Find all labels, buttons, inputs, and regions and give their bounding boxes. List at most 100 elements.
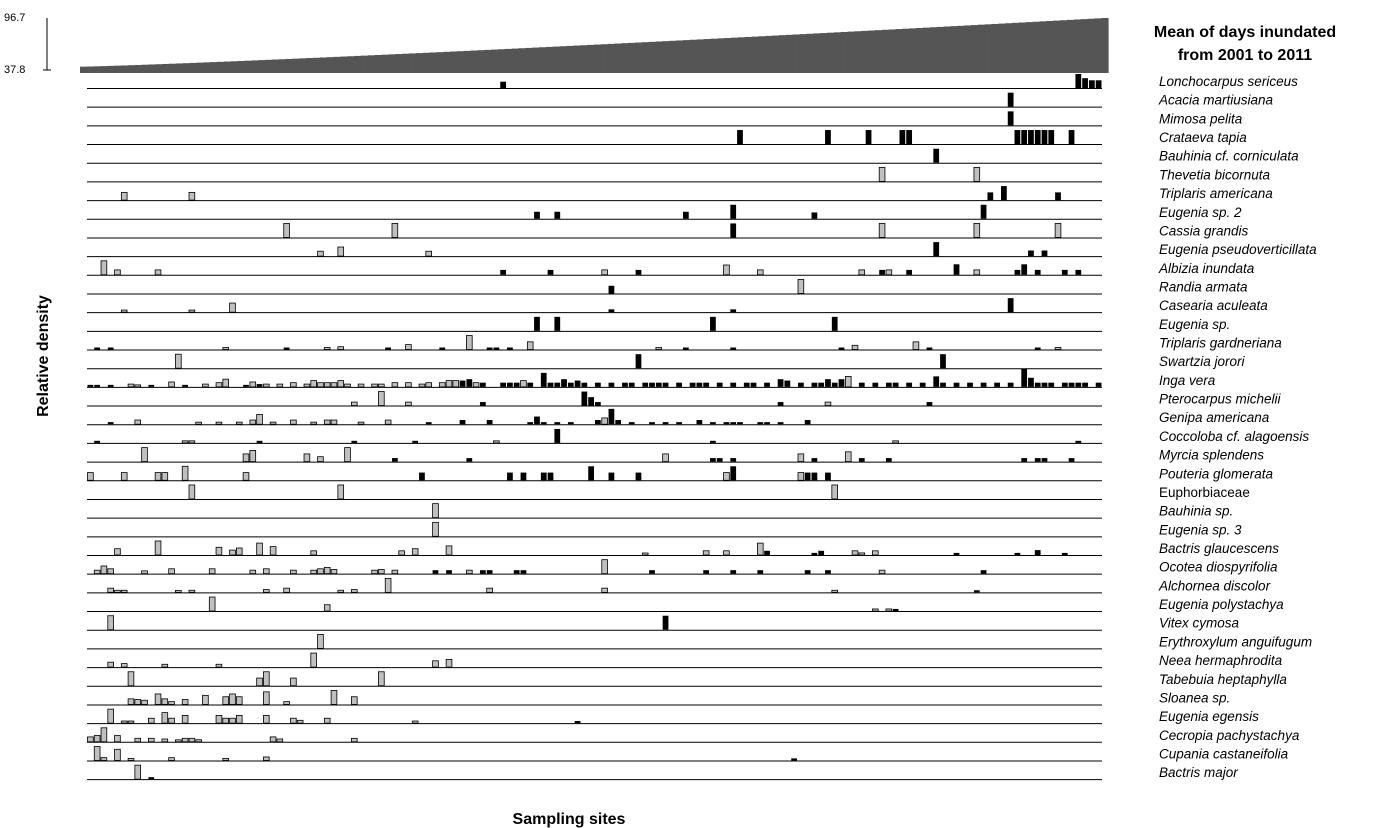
- density-bar: [195, 421, 202, 425]
- density-bar: [1095, 80, 1102, 88]
- density-bar: [310, 380, 317, 388]
- density-bar: [202, 383, 209, 388]
- density-bar: [710, 316, 716, 331]
- density-bar: [330, 419, 338, 425]
- density-bar: [337, 346, 345, 350]
- density-bar: [479, 402, 486, 406]
- density-bar: [1082, 382, 1088, 387]
- inundation-step: [1087, 18, 1095, 73]
- inundation-step: [285, 58, 294, 73]
- inundation-step: [402, 53, 410, 73]
- density-bar: [885, 382, 892, 387]
- density-bar: [411, 548, 419, 556]
- density-bar: [608, 285, 615, 294]
- inundation-step: [861, 30, 869, 73]
- species-row: Alchornea discolor: [87, 577, 1271, 594]
- density-bar: [838, 347, 845, 350]
- density-bar: [1061, 382, 1068, 387]
- density-bar: [696, 382, 703, 387]
- inundation-step: [648, 41, 657, 73]
- inundation-step: [683, 40, 691, 73]
- density-bar: [290, 717, 297, 724]
- density-bar: [154, 693, 162, 705]
- inundation-step: [408, 53, 417, 73]
- species-label: Neea hermaphrodita: [1159, 653, 1283, 668]
- species-row: Crataeva tapia: [87, 130, 1247, 146]
- density-bar: [1041, 250, 1048, 257]
- density-bar: [486, 570, 493, 574]
- density-bar: [608, 472, 615, 481]
- inundation-step: [532, 47, 540, 73]
- density-bar: [93, 569, 101, 575]
- density-bar: [601, 559, 608, 575]
- inundation-step: [374, 54, 383, 73]
- density-bar: [973, 166, 981, 182]
- density-bar: [168, 381, 175, 388]
- density-bar: [1041, 130, 1048, 145]
- density-bar: [899, 130, 906, 145]
- species-label: Genipa americana: [1159, 410, 1270, 425]
- species-row: Myrcia splendens: [87, 447, 1264, 463]
- inundation-step: [388, 54, 396, 73]
- inundation-step: [1101, 18, 1109, 73]
- density-bar: [641, 552, 649, 556]
- species-label: Casearia aculeata: [1159, 298, 1268, 313]
- density-bar: [114, 269, 121, 276]
- inundation-step: [511, 48, 520, 73]
- density-bar: [317, 456, 324, 463]
- density-bar: [134, 737, 142, 743]
- inundation-step: [600, 44, 609, 73]
- density-bar: [154, 269, 162, 276]
- inundation-step: [621, 43, 629, 73]
- density-bar: [554, 316, 561, 331]
- inundation-step: [450, 51, 458, 73]
- species-row: Bactris major: [87, 764, 1238, 781]
- inundation-step: [148, 64, 156, 73]
- inundation-step: [1039, 21, 1047, 73]
- density-bar: [811, 458, 818, 462]
- species-row: Triplaris americana: [87, 186, 1273, 202]
- density-bar: [757, 269, 764, 276]
- density-bar: [1068, 130, 1075, 145]
- density-bar: [466, 569, 473, 575]
- species-label: Triplaris gardneriana: [1159, 336, 1282, 351]
- density-bar: [730, 347, 737, 350]
- inundation-step: [443, 51, 451, 73]
- species-label: Euphorbiaceae: [1159, 485, 1250, 500]
- inundation-step: [1073, 19, 1082, 73]
- inundation-step: [367, 55, 376, 73]
- inundation-step: [689, 39, 698, 73]
- density-bar: [994, 382, 1000, 387]
- density-bar: [730, 458, 737, 462]
- inundation-step: [1018, 22, 1027, 73]
- density-bar: [953, 264, 960, 275]
- density-bar: [1041, 458, 1048, 462]
- density-bar: [249, 381, 257, 388]
- species-row: Mimosa pelita: [87, 111, 1243, 127]
- species-label: Thevetia bicornuta: [1159, 167, 1271, 182]
- density-bar: [561, 379, 567, 387]
- species-label: Eugenia polystachya: [1159, 597, 1284, 612]
- density-bar: [357, 383, 365, 388]
- density-bar: [980, 382, 987, 387]
- density-bar: [865, 130, 872, 145]
- species-label: Acacia martiusiana: [1158, 93, 1274, 108]
- species-label: Cecropia pachystachya: [1159, 728, 1300, 743]
- density-bar: [906, 130, 913, 145]
- density-bar: [513, 382, 520, 387]
- density-bar: [872, 608, 879, 612]
- density-bar: [188, 440, 196, 444]
- density-bar: [919, 382, 926, 387]
- density-bar: [892, 382, 899, 387]
- density-bar: [831, 589, 838, 593]
- density-bar: [215, 382, 223, 388]
- species-rows: Lonchocarpus sericeus Acacia martiusiana M…: [87, 74, 1317, 781]
- density-bar: [906, 269, 913, 275]
- density-bar: [486, 587, 493, 593]
- density-bar: [797, 279, 805, 294]
- density-bar: [1054, 223, 1062, 238]
- density-bar: [378, 671, 385, 687]
- density-bar: [879, 269, 885, 275]
- density-bar: [892, 608, 899, 612]
- density-bar: [710, 422, 716, 425]
